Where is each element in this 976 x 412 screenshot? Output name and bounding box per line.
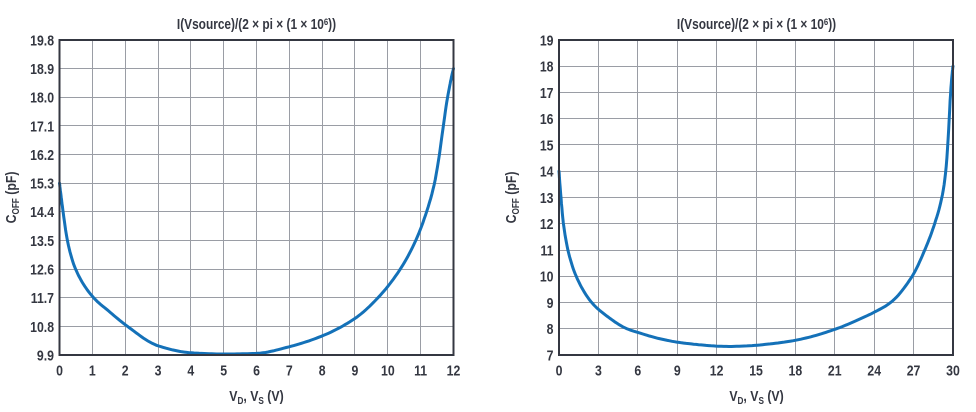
svg-text:3: 3 (155, 362, 162, 378)
svg-text:VD, VS (V): VD, VS (V) (229, 388, 283, 406)
svg-text:18: 18 (540, 59, 554, 75)
svg-text:10.8: 10.8 (30, 319, 54, 335)
svg-text:6: 6 (253, 362, 260, 378)
svg-text:5: 5 (220, 362, 227, 378)
svg-text:19: 19 (540, 32, 554, 48)
svg-text:9: 9 (674, 362, 681, 378)
svg-text:2: 2 (122, 362, 129, 378)
svg-text:16: 16 (540, 111, 554, 127)
svg-text:12.6: 12.6 (30, 261, 54, 277)
svg-text:3: 3 (595, 362, 602, 378)
svg-text:11: 11 (540, 242, 553, 258)
svg-text:9: 9 (547, 295, 554, 311)
svg-text:VD, VS (V): VD, VS (V) (729, 388, 783, 406)
svg-text:16.2: 16.2 (30, 147, 54, 163)
svg-text:17.1: 17.1 (30, 118, 54, 134)
svg-text:6: 6 (634, 362, 641, 378)
svg-text:0: 0 (556, 362, 563, 378)
svg-text:4: 4 (187, 362, 194, 378)
svg-text:14: 14 (540, 164, 554, 180)
svg-text:1: 1 (89, 362, 96, 378)
svg-text:15.3: 15.3 (30, 175, 54, 191)
svg-text:7: 7 (547, 347, 554, 363)
svg-text:14.4: 14.4 (30, 204, 54, 220)
svg-text:7: 7 (286, 362, 293, 378)
svg-text:18.9: 18.9 (30, 61, 54, 77)
svg-text:12: 12 (447, 362, 461, 378)
svg-text:12: 12 (710, 362, 724, 378)
svg-text:24: 24 (867, 362, 881, 378)
svg-text:I(Vsource)/(2 × pi × (1 × 106): I(Vsource)/(2 × pi × (1 × 106)) (677, 16, 836, 32)
svg-text:27: 27 (907, 362, 921, 378)
svg-text:30: 30 (946, 362, 960, 378)
svg-text:15: 15 (749, 362, 763, 378)
svg-text:17: 17 (540, 85, 554, 101)
svg-text:10: 10 (540, 268, 554, 284)
svg-text:18: 18 (789, 362, 803, 378)
svg-text:19.8: 19.8 (30, 32, 54, 48)
svg-text:21: 21 (828, 362, 842, 378)
svg-text:8: 8 (319, 362, 326, 378)
svg-text:11.7: 11.7 (31, 290, 55, 306)
svg-text:18.0: 18.0 (30, 90, 54, 106)
svg-text:13.5: 13.5 (30, 233, 54, 249)
svg-text:10: 10 (381, 362, 395, 378)
svg-text:12: 12 (540, 216, 554, 232)
svg-text:9.9: 9.9 (37, 347, 54, 363)
svg-text:I(Vsource)/(2 × pi × (1 × 106): I(Vsource)/(2 × pi × (1 × 106)) (177, 16, 336, 32)
svg-text:COFF (pF): COFF (pF) (503, 172, 521, 224)
svg-text:13: 13 (540, 190, 554, 206)
svg-text:9: 9 (352, 362, 359, 378)
svg-text:8: 8 (547, 321, 554, 337)
svg-text:0: 0 (56, 362, 63, 378)
svg-text:11: 11 (414, 362, 427, 378)
svg-text:15: 15 (540, 137, 554, 153)
svg-text:COFF (pF): COFF (pF) (3, 172, 21, 224)
